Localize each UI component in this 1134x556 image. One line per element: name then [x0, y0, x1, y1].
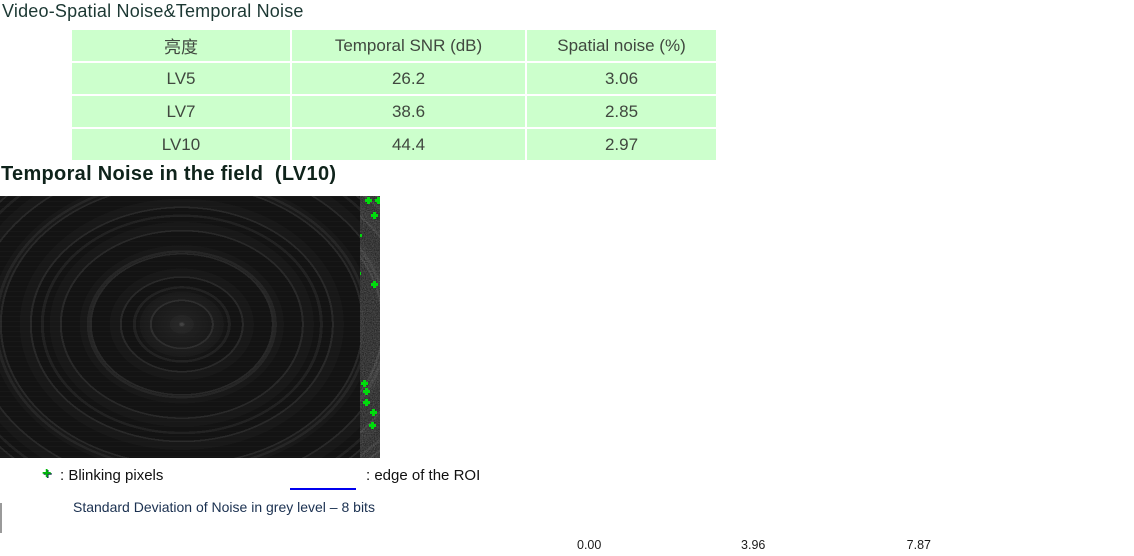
- roi-edge-label: : edge of the ROI: [366, 467, 481, 484]
- table-row: LV7 38.6 2.85: [72, 96, 716, 127]
- colorbar-labels: 0.00 3.96 7.87: [566, 538, 938, 554]
- table-row: LV10 44.4 2.97: [72, 129, 716, 160]
- table-cell: LV7: [72, 96, 290, 127]
- table-row: LV5 26.2 3.06: [72, 63, 716, 94]
- blinking-pixel-marker: [368, 422, 376, 430]
- table-cell: 2.85: [527, 96, 716, 127]
- table-header-cell: 亮度: [72, 30, 290, 61]
- table-cell: 2.97: [527, 129, 716, 160]
- table-header-row: 亮度 Temporal SNR (dB) Spatial noise (%): [72, 30, 716, 61]
- table-cell: 3.06: [527, 63, 716, 94]
- blinking-pixels-label: : Blinking pixels: [60, 467, 164, 484]
- page-title: Video-Spatial Noise&Temporal Noise: [2, 1, 304, 21]
- table-header-cell: Temporal SNR (dB): [292, 30, 525, 61]
- blinking-pixel-marker: [362, 388, 370, 396]
- blinking-pixel-marker: [363, 399, 371, 407]
- grey-level-colorbar: [566, 503, 938, 533]
- blinking-pixel-marker: [374, 197, 380, 205]
- blinking-pixel-marker: [364, 197, 372, 205]
- table-header-cell: Spatial noise (%): [527, 30, 716, 61]
- blinking-pixel-marker: [371, 281, 378, 289]
- blinking-pixel-marker: [370, 211, 378, 219]
- blinking-pixel-marker: [369, 409, 377, 416]
- noise-field-image-3: [0, 196, 360, 458]
- blinking-pixel-symbol: +: [42, 465, 52, 482]
- colorbar-caption: Standard Deviation of Noise in grey leve…: [73, 499, 375, 515]
- roi-edge-line-sample: [290, 488, 356, 490]
- section-heading: Temporal Noise in the field (LV10): [1, 163, 337, 185]
- blinking-pixel-marker: [361, 379, 369, 387]
- colorbar-mid-label: 3.96: [741, 538, 766, 552]
- colorbar-end-tick: [0, 503, 2, 533]
- colorbar-min-label: 0.00: [577, 538, 602, 552]
- table-cell: 38.6: [292, 96, 525, 127]
- table-cell: LV5: [72, 63, 290, 94]
- noise-measurement-table: 亮度 Temporal SNR (dB) Spatial noise (%) L…: [70, 28, 718, 162]
- table-cell: 26.2: [292, 63, 525, 94]
- table-cell: LV10: [72, 129, 290, 160]
- colorbar-max-label: 7.87: [906, 538, 931, 552]
- table-cell: 44.4: [292, 129, 525, 160]
